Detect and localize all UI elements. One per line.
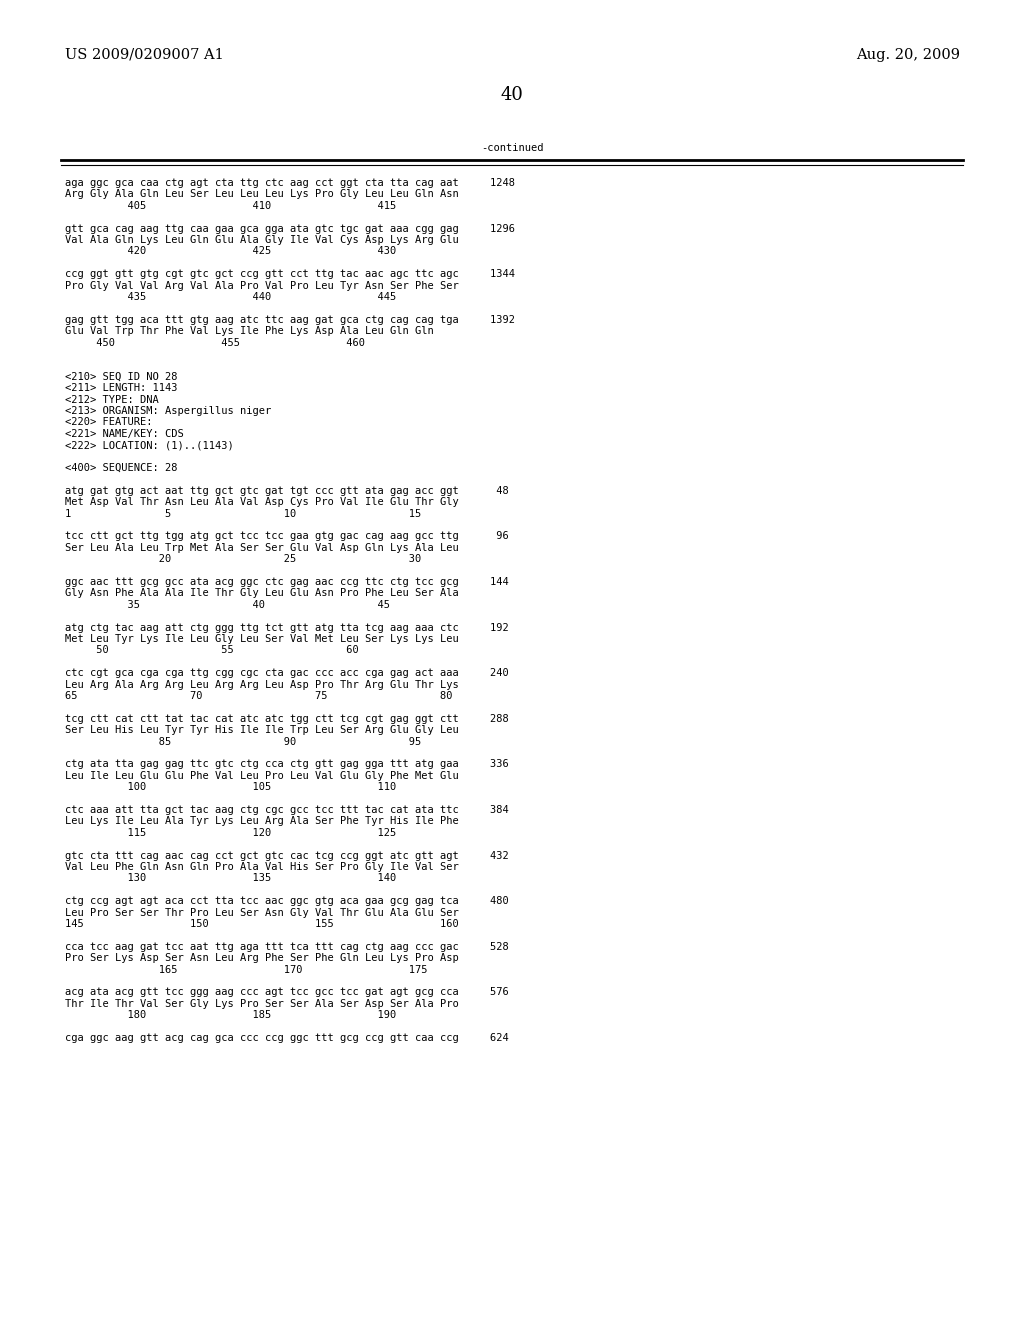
Text: Leu Ile Leu Glu Glu Phe Val Leu Pro Leu Val Glu Gly Phe Met Glu: Leu Ile Leu Glu Glu Phe Val Leu Pro Leu … bbox=[65, 771, 459, 781]
Text: gtc cta ttt cag aac cag cct gct gtc cac tcg ccg ggt atc gtt agt     432: gtc cta ttt cag aac cag cct gct gtc cac … bbox=[65, 850, 509, 861]
Text: 420                 425                 430: 420 425 430 bbox=[65, 247, 396, 256]
Text: 180                 185                 190: 180 185 190 bbox=[65, 1010, 396, 1020]
Text: atg ctg tac aag att ctg ggg ttg tct gtt atg tta tcg aag aaa ctc     192: atg ctg tac aag att ctg ggg ttg tct gtt … bbox=[65, 623, 509, 632]
Text: aga ggc gca caa ctg agt cta ttg ctc aag cct ggt cta tta cag aat     1248: aga ggc gca caa ctg agt cta ttg ctc aag … bbox=[65, 178, 515, 187]
Text: Pro Gly Val Val Arg Val Ala Pro Val Pro Leu Tyr Asn Ser Phe Ser: Pro Gly Val Val Arg Val Ala Pro Val Pro … bbox=[65, 281, 459, 290]
Text: Leu Lys Ile Leu Ala Tyr Lys Leu Arg Ala Ser Phe Tyr His Ile Phe: Leu Lys Ile Leu Ala Tyr Lys Leu Arg Ala … bbox=[65, 816, 459, 826]
Text: 20                  25                  30: 20 25 30 bbox=[65, 554, 421, 564]
Text: 450                 455                 460: 450 455 460 bbox=[65, 338, 365, 347]
Text: Ser Leu His Leu Tyr Tyr His Ile Ile Trp Leu Ser Arg Glu Gly Leu: Ser Leu His Leu Tyr Tyr His Ile Ile Trp … bbox=[65, 725, 459, 735]
Text: Arg Gly Ala Gln Leu Ser Leu Leu Leu Lys Pro Gly Leu Leu Gln Asn: Arg Gly Ala Gln Leu Ser Leu Leu Leu Lys … bbox=[65, 189, 459, 199]
Text: Val Ala Gln Lys Leu Gln Glu Ala Gly Ile Val Cys Asp Lys Arg Glu: Val Ala Gln Lys Leu Gln Glu Ala Gly Ile … bbox=[65, 235, 459, 246]
Text: ggc aac ttt gcg gcc ata acg ggc ctc gag aac ccg ttc ctg tcc gcg     144: ggc aac ttt gcg gcc ata acg ggc ctc gag … bbox=[65, 577, 509, 587]
Text: 35                  40                  45: 35 40 45 bbox=[65, 599, 390, 610]
Text: gag gtt tgg aca ttt gtg aag atc ttc aag gat gca ctg cag cag tga     1392: gag gtt tgg aca ttt gtg aag atc ttc aag … bbox=[65, 314, 515, 325]
Text: Leu Pro Ser Ser Thr Pro Leu Ser Asn Gly Val Thr Glu Ala Glu Ser: Leu Pro Ser Ser Thr Pro Leu Ser Asn Gly … bbox=[65, 908, 459, 917]
Text: Gly Asn Phe Ala Ala Ile Thr Gly Leu Glu Asn Pro Phe Leu Ser Ala: Gly Asn Phe Ala Ala Ile Thr Gly Leu Glu … bbox=[65, 589, 459, 598]
Text: 100                 105                 110: 100 105 110 bbox=[65, 783, 396, 792]
Text: 435                 440                 445: 435 440 445 bbox=[65, 292, 396, 302]
Text: ctg ccg agt agt aca cct tta tcc aac ggc gtg aca gaa gcg gag tca     480: ctg ccg agt agt aca cct tta tcc aac ggc … bbox=[65, 896, 509, 907]
Text: 40: 40 bbox=[501, 86, 523, 104]
Text: 1               5                  10                  15: 1 5 10 15 bbox=[65, 508, 421, 519]
Text: 130                 135                 140: 130 135 140 bbox=[65, 874, 396, 883]
Text: 50                  55                  60: 50 55 60 bbox=[65, 645, 358, 656]
Text: gtt gca cag aag ttg caa gaa gca gga ata gtc tgc gat aaa cgg gag     1296: gtt gca cag aag ttg caa gaa gca gga ata … bbox=[65, 223, 515, 234]
Text: ctc cgt gca cga cga ttg cgg cgc cta gac ccc acc cga gag act aaa     240: ctc cgt gca cga cga ttg cgg cgc cta gac … bbox=[65, 668, 509, 678]
Text: <222> LOCATION: (1)..(1143): <222> LOCATION: (1)..(1143) bbox=[65, 440, 233, 450]
Text: <221> NAME/KEY: CDS: <221> NAME/KEY: CDS bbox=[65, 429, 183, 438]
Text: cca tcc aag gat tcc aat ttg aga ttt tca ttt cag ctg aag ccc gac     528: cca tcc aag gat tcc aat ttg aga ttt tca … bbox=[65, 941, 509, 952]
Text: ctg ata tta gag gag ttc gtc ctg cca ctg gtt gag gga ttt atg gaa     336: ctg ata tta gag gag ttc gtc ctg cca ctg … bbox=[65, 759, 509, 770]
Text: cga ggc aag gtt acg cag gca ccc ccg ggc ttt gcg ccg gtt caa ccg     624: cga ggc aag gtt acg cag gca ccc ccg ggc … bbox=[65, 1034, 509, 1043]
Text: ccg ggt gtt gtg cgt gtc gct ccg gtt cct ttg tac aac agc ttc agc     1344: ccg ggt gtt gtg cgt gtc gct ccg gtt cct … bbox=[65, 269, 515, 280]
Text: Glu Val Trp Thr Phe Val Lys Ile Phe Lys Asp Ala Leu Gln Gln: Glu Val Trp Thr Phe Val Lys Ile Phe Lys … bbox=[65, 326, 434, 337]
Text: 165                 170                 175: 165 170 175 bbox=[65, 965, 427, 974]
Text: Aug. 20, 2009: Aug. 20, 2009 bbox=[856, 48, 961, 62]
Text: <213> ORGANISM: Aspergillus niger: <213> ORGANISM: Aspergillus niger bbox=[65, 407, 271, 416]
Text: <220> FEATURE:: <220> FEATURE: bbox=[65, 417, 153, 428]
Text: 405                 410                 415: 405 410 415 bbox=[65, 201, 396, 211]
Text: 65                  70                  75                  80: 65 70 75 80 bbox=[65, 690, 453, 701]
Text: acg ata acg gtt tcc ggg aag ccc agt tcc gcc tcc gat agt gcg cca     576: acg ata acg gtt tcc ggg aag ccc agt tcc … bbox=[65, 987, 509, 998]
Text: ctc aaa att tta gct tac aag ctg cgc gcc tcc ttt tac cat ata ttc     384: ctc aaa att tta gct tac aag ctg cgc gcc … bbox=[65, 805, 509, 814]
Text: Pro Ser Lys Asp Ser Asn Leu Arg Phe Ser Phe Gln Leu Lys Pro Asp: Pro Ser Lys Asp Ser Asn Leu Arg Phe Ser … bbox=[65, 953, 459, 964]
Text: 145                 150                 155                 160: 145 150 155 160 bbox=[65, 919, 459, 929]
Text: Met Asp Val Thr Asn Leu Ala Val Asp Cys Pro Val Ile Glu Thr Gly: Met Asp Val Thr Asn Leu Ala Val Asp Cys … bbox=[65, 498, 459, 507]
Text: Met Leu Tyr Lys Ile Leu Gly Leu Ser Val Met Leu Ser Lys Lys Leu: Met Leu Tyr Lys Ile Leu Gly Leu Ser Val … bbox=[65, 634, 459, 644]
Text: Leu Arg Ala Arg Arg Leu Arg Arg Leu Asp Pro Thr Arg Glu Thr Lys: Leu Arg Ala Arg Arg Leu Arg Arg Leu Asp … bbox=[65, 680, 459, 689]
Text: Thr Ile Thr Val Ser Gly Lys Pro Ser Ser Ala Ser Asp Ser Ala Pro: Thr Ile Thr Val Ser Gly Lys Pro Ser Ser … bbox=[65, 999, 459, 1008]
Text: US 2009/0209007 A1: US 2009/0209007 A1 bbox=[65, 48, 224, 62]
Text: atg gat gtg act aat ttg gct gtc gat tgt ccc gtt ata gag acc ggt      48: atg gat gtg act aat ttg gct gtc gat tgt … bbox=[65, 486, 509, 496]
Text: 85                  90                  95: 85 90 95 bbox=[65, 737, 421, 747]
Text: <212> TYPE: DNA: <212> TYPE: DNA bbox=[65, 395, 159, 405]
Text: 115                 120                 125: 115 120 125 bbox=[65, 828, 396, 838]
Text: <211> LENGTH: 1143: <211> LENGTH: 1143 bbox=[65, 383, 177, 393]
Text: tcg ctt cat ctt tat tac cat atc atc tgg ctt tcg cgt gag ggt ctt     288: tcg ctt cat ctt tat tac cat atc atc tgg … bbox=[65, 714, 509, 723]
Text: <210> SEQ ID NO 28: <210> SEQ ID NO 28 bbox=[65, 372, 177, 381]
Text: <400> SEQUENCE: 28: <400> SEQUENCE: 28 bbox=[65, 463, 177, 473]
Text: Val Leu Phe Gln Asn Gln Pro Ala Val His Ser Pro Gly Ile Val Ser: Val Leu Phe Gln Asn Gln Pro Ala Val His … bbox=[65, 862, 459, 873]
Text: -continued: -continued bbox=[480, 143, 544, 153]
Text: tcc ctt gct ttg tgg atg gct tcc tcc gaa gtg gac cag aag gcc ttg      96: tcc ctt gct ttg tgg atg gct tcc tcc gaa … bbox=[65, 532, 509, 541]
Text: Ser Leu Ala Leu Trp Met Ala Ser Ser Glu Val Asp Gln Lys Ala Leu: Ser Leu Ala Leu Trp Met Ala Ser Ser Glu … bbox=[65, 543, 459, 553]
